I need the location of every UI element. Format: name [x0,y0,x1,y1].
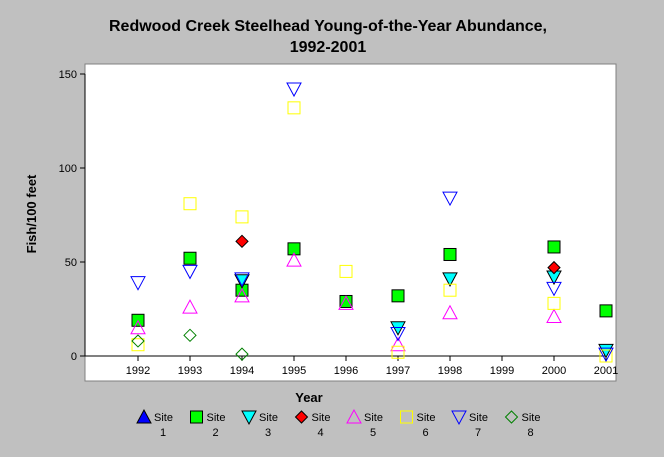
x-tick-label: 1992 [126,365,150,377]
legend-label-number: 6 [422,427,428,439]
point-site-2 [547,240,561,254]
x-tick-label: 1993 [178,365,202,377]
legend-marker-site-4 [294,410,309,424]
point-site-2 [287,242,301,256]
x-tick-label: 2001 [594,365,618,377]
point-site-2 [599,304,613,318]
chart-subtitle: 1992-2001 [290,39,367,56]
legend: Site 1 Site 2 Site 3 Site 4 Site 5 Site 6 Site 7 Site 8 [136,408,541,439]
x-ticks: 1992 1993 1994 1995 1996 1997 1998 1999 2000 2001 [126,356,618,377]
point-site-7 [182,264,198,280]
point-site-3 [598,343,614,359]
legend-marker-site-8 [504,410,519,424]
point-site-7 [234,272,250,287]
point-site-8 [235,347,249,361]
legend-label-number: 3 [265,427,271,439]
legend-label: Site [154,412,173,424]
point-site-6 [235,210,249,224]
x-tick-label: 1994 [230,365,254,377]
y-ticks: 0 50 100 150 [59,69,85,363]
x-tick-label: 1998 [438,365,462,377]
x-tick-label: 1996 [334,365,358,377]
legend-marker-site-3 [241,410,257,426]
legend-label-number: 5 [370,427,376,439]
legend-label: Site [364,412,383,424]
point-site-6 [339,264,353,278]
legend-marker-site-7 [451,410,467,426]
legend-label-number: 1 [160,427,166,439]
legend-label: Site [259,412,278,424]
x-tick-label: 1999 [490,365,514,377]
y-tick-label: 50 [65,257,77,269]
point-site-4 [235,234,249,249]
legend-marker-site-6 [400,410,413,424]
y-tick-label: 100 [59,163,77,175]
point-site-8 [183,328,197,343]
legend-marker-site-5 [346,408,362,424]
point-site-6 [131,338,145,352]
point-site-5 [182,299,198,314]
legend-marker-site-1 [136,408,152,424]
point-site-5 [234,287,250,303]
point-site-3 [234,274,250,289]
legend-label: Site [522,412,541,424]
legend-label: Site [469,412,488,424]
legend-label-number: 2 [212,427,218,439]
point-site-6 [547,296,561,310]
point-site-7 [130,276,146,291]
point-site-5 [546,308,562,324]
legend-label-number: 7 [475,427,481,439]
chart-title: Redwood Creek Steelhead Young-of-the-Yea… [109,18,547,35]
x-axis-label: Year [295,390,322,405]
x-tick-label: 1995 [282,365,306,377]
point-site-7 [442,191,458,207]
point-site-3 [442,272,458,287]
legend-label: Site [207,412,226,424]
y-tick-label: 0 [71,351,77,363]
point-site-6 [443,283,457,297]
point-site-2 [183,251,197,265]
point-site-5 [130,319,146,335]
point-site-6 [391,345,405,359]
point-site-2 [391,289,405,303]
point-site-5 [390,336,406,352]
point-site-3 [390,321,406,336]
point-site-8 [131,334,145,348]
data-points [130,82,614,363]
point-site-5 [442,304,458,320]
point-site-6 [183,197,197,211]
point-site-7 [286,82,302,98]
legend-label-number: 8 [527,427,533,439]
point-site-5 [286,252,302,267]
legend-marker-site-2 [190,410,203,424]
point-site-6 [287,101,301,115]
point-site-7 [598,347,614,363]
y-axis-label: Fish/100 feet [24,174,39,253]
x-tick-label: 2000 [542,365,566,377]
legend-label: Site [312,412,331,424]
plot-area [84,63,617,382]
y-tick-label: 150 [59,69,77,81]
point-site-4 [547,260,561,275]
x-tick-label: 1997 [386,365,410,377]
point-site-5 [338,295,354,310]
point-site-7 [546,281,562,297]
point-site-7 [390,326,406,342]
point-site-2 [443,247,457,261]
legend-label-number: 4 [317,427,323,439]
legend-label: Site [417,412,436,424]
